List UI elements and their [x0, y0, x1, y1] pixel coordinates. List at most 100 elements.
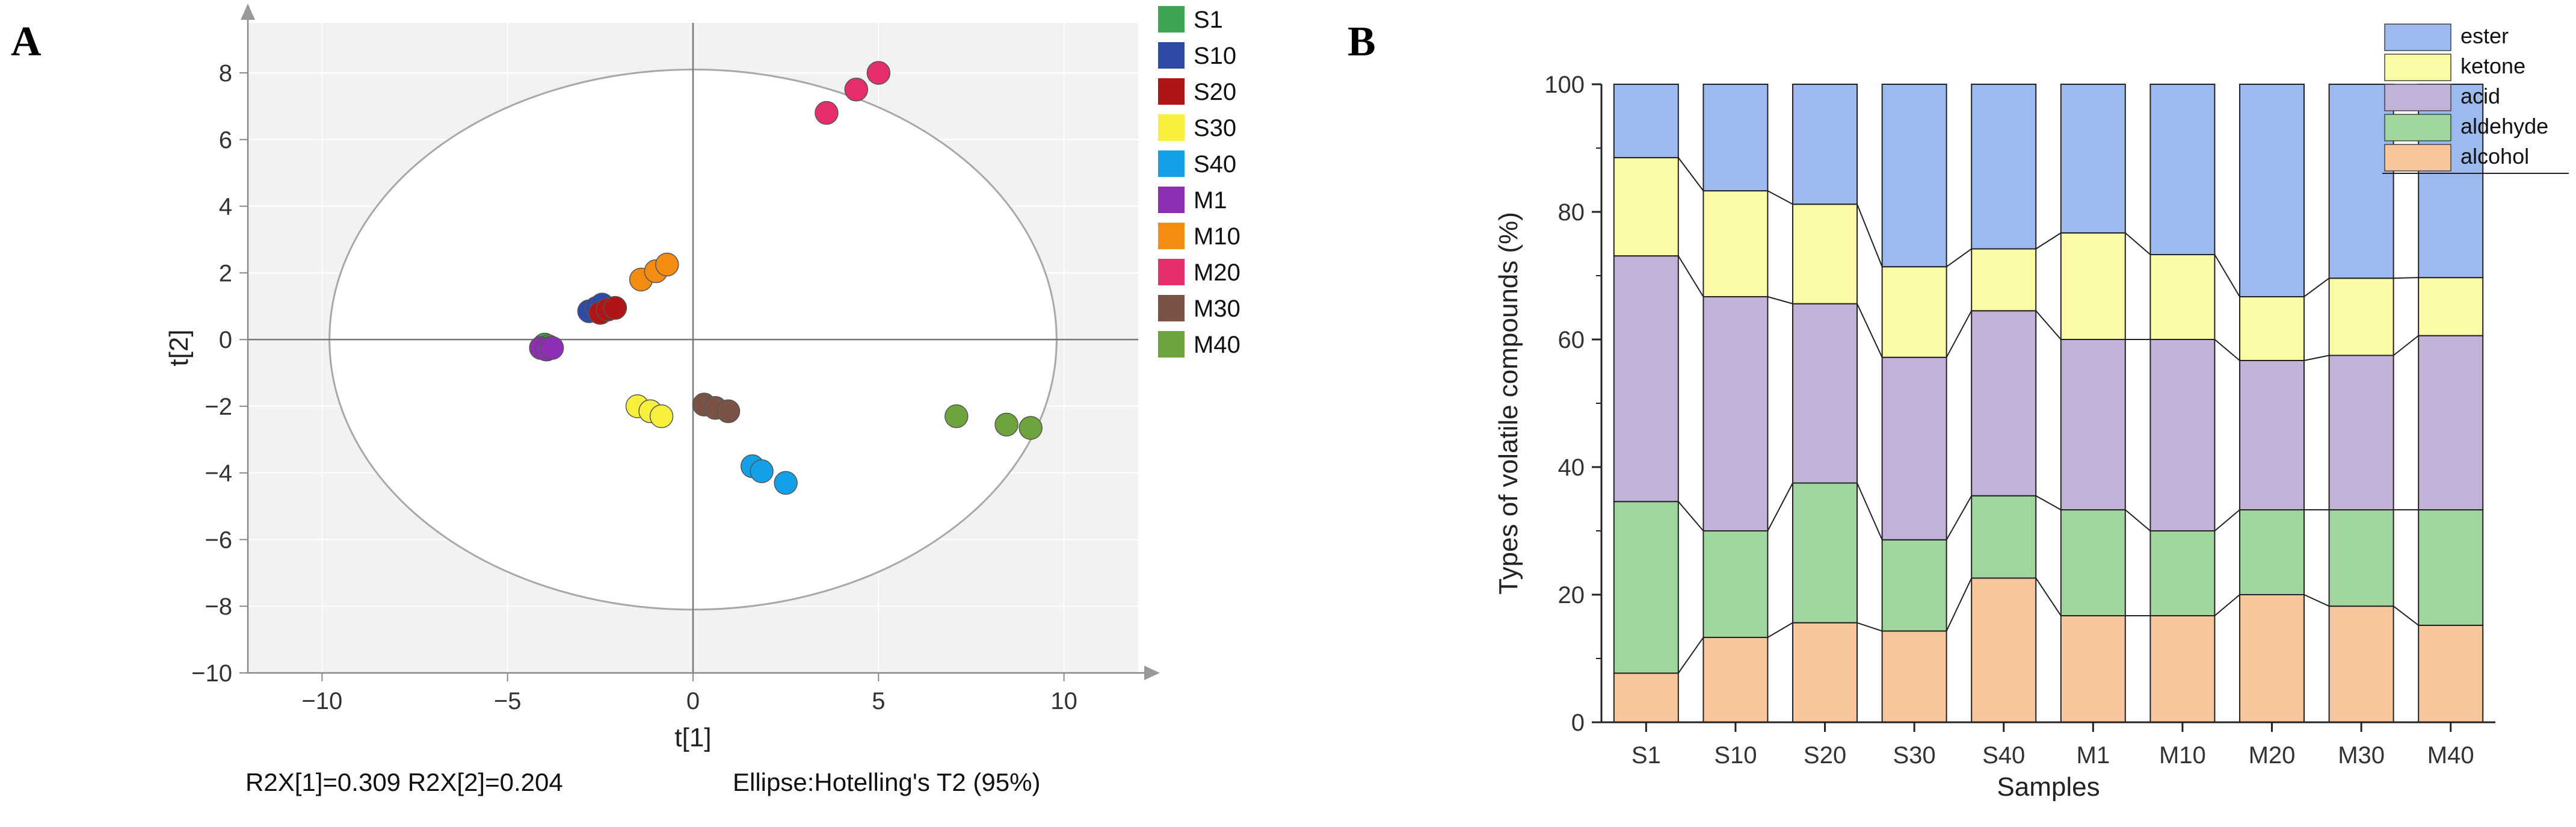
connector-lines — [1677, 157, 2419, 674]
connector-line — [1946, 495, 1973, 540]
scatter-point-m40 — [944, 404, 969, 429]
legend-label-s20: S20 — [1194, 79, 1236, 105]
legend: S1 S10 S20 S30 S40 M1 M10 M20 M30 M40 — [1158, 6, 1240, 358]
bar-ester-m1 — [2060, 84, 2126, 234]
connector-line — [2303, 594, 2330, 607]
bar-aldehyde-s1 — [1613, 501, 1679, 674]
axes — [239, 4, 1160, 681]
x-tick-label: M1 — [2077, 742, 2110, 769]
connector-line — [2035, 232, 2062, 250]
connector-line — [1678, 501, 1704, 531]
y-tick-label: 8 — [219, 60, 232, 87]
data-points — [529, 61, 1043, 495]
legend-label-s1: S1 — [1194, 7, 1223, 33]
y-tick-label: −6 — [205, 527, 232, 553]
legend-label-aldehyde: aldehyde — [2460, 114, 2548, 138]
y-tick-label: 6 — [219, 127, 232, 153]
y-tick-label: 60 — [1558, 327, 1585, 353]
connector-line — [2214, 509, 2240, 531]
connector-line — [2125, 509, 2151, 531]
zero-lines — [248, 23, 1138, 673]
y-tick-label: −4 — [205, 460, 232, 487]
x-tick-label: M40 — [2427, 742, 2474, 769]
bar-aldehyde-m30 — [2328, 509, 2394, 607]
bar-alcohol-m40 — [2418, 624, 2484, 723]
bar-ester-s10 — [1702, 84, 1769, 192]
legend-swatch-s30 — [1158, 114, 1185, 141]
x-axis-label: t[1] — [674, 723, 711, 752]
bar-acid-s20 — [1792, 303, 1858, 484]
x-tick-label: S1 — [1632, 742, 1661, 769]
bar-acid-s10 — [1702, 296, 1769, 531]
bar-ketone-s40 — [1971, 248, 2037, 312]
footer-ellipse: Ellipse:Hotelling's T2 (95%) — [733, 768, 1040, 796]
legend-label-s40: S40 — [1194, 151, 1236, 178]
bar-acid-s1 — [1613, 255, 1679, 503]
connector-line — [2393, 335, 2419, 356]
x-axis-arrow — [1144, 666, 1160, 680]
legend-swatch-ketone — [2384, 54, 2451, 81]
bar-acid-m1 — [2060, 339, 2126, 511]
bar-aldehyde-m20 — [2239, 509, 2305, 596]
bar-ester-s1 — [1613, 84, 1679, 158]
scatter-point-m20 — [844, 78, 869, 102]
panel-b-letter: B — [1348, 19, 1376, 65]
connector-line — [1677, 157, 1704, 191]
scatter-point-m10 — [655, 252, 679, 277]
legend-swatch-m20 — [1158, 259, 1185, 285]
scatter-point-m40 — [1018, 416, 1043, 440]
panel-a-letter: A — [11, 19, 42, 65]
legend-swatch-ester — [2384, 23, 2451, 51]
x-tick-label: 0 — [686, 688, 700, 714]
bar-alcohol-s10 — [1702, 637, 1769, 723]
legend: ester ketone acid aldehyde alcohol — [2382, 23, 2569, 174]
y-tick-label: 100 — [1544, 72, 1585, 98]
scatter-point-s30 — [649, 404, 674, 429]
bar-acid-m10 — [2149, 339, 2216, 531]
bar-ketone-m10 — [2149, 254, 2216, 340]
bar-ketone-m40 — [2418, 277, 2484, 336]
x-tick-label: M10 — [2159, 742, 2206, 769]
x-tick-label: −10 — [301, 688, 342, 714]
y-axis-arrow — [241, 4, 255, 20]
legend-swatch-s40 — [1158, 150, 1185, 177]
bar-aldehyde-m40 — [2418, 509, 2484, 626]
stacked-bar-chart: 0 20 40 60 80 100 S1 S10 S20 S30 S40 M1 M10 M20 M30 M40… — [1494, 23, 2569, 802]
x-tick-label: 5 — [872, 688, 885, 714]
bar-ketone-s1 — [1613, 156, 1679, 257]
legend-label-alcohol: alcohol — [2460, 144, 2529, 169]
connector-line — [1767, 190, 1793, 205]
bar-aldehyde-s10 — [1702, 530, 1769, 639]
legend-swatch-m40 — [1158, 331, 1185, 358]
y-axis-label: t[2] — [164, 329, 194, 366]
legend-label-ketone: ketone — [2460, 54, 2525, 78]
x-axis-label: Samples — [1997, 772, 2100, 802]
connector-line — [1857, 483, 1883, 540]
connector-line — [2303, 355, 2329, 361]
bar-alcohol-m1 — [2060, 615, 2126, 723]
y-tick-label: 0 — [219, 327, 232, 353]
bar-ketone-m30 — [2328, 277, 2394, 356]
bars — [1613, 84, 2484, 723]
scatter-point-m20 — [815, 101, 839, 125]
legend-label-ester: ester — [2460, 23, 2509, 48]
bar-aldehyde-m1 — [2060, 509, 2126, 616]
y-tick-label: −8 — [205, 593, 232, 620]
connector-line — [2214, 339, 2240, 361]
legend-swatch-m10 — [1158, 223, 1185, 249]
legend-swatch-s1 — [1158, 6, 1185, 33]
connector-line — [2125, 232, 2151, 255]
bar-ketone-s20 — [1792, 203, 1858, 305]
scatter-point-m1 — [540, 336, 564, 360]
tick-labels: 0 20 40 60 80 100 S1 S10 S20 S30 S40 M1 M10 M20 M30 M40 — [1544, 72, 2474, 769]
bar-alcohol-m30 — [2328, 606, 2394, 723]
bar-acid-m40 — [2418, 335, 2484, 511]
connector-line — [1946, 248, 1972, 267]
legend-swatch-m1 — [1158, 187, 1185, 213]
y-axis-label: Types of volatile compounds (%) — [1494, 212, 1523, 595]
x-tick-label: S40 — [1982, 742, 2025, 769]
bar-ester-s30 — [1881, 84, 1947, 268]
x-tick-label: M30 — [2338, 742, 2385, 769]
bar-acid-s40 — [1971, 310, 2037, 497]
